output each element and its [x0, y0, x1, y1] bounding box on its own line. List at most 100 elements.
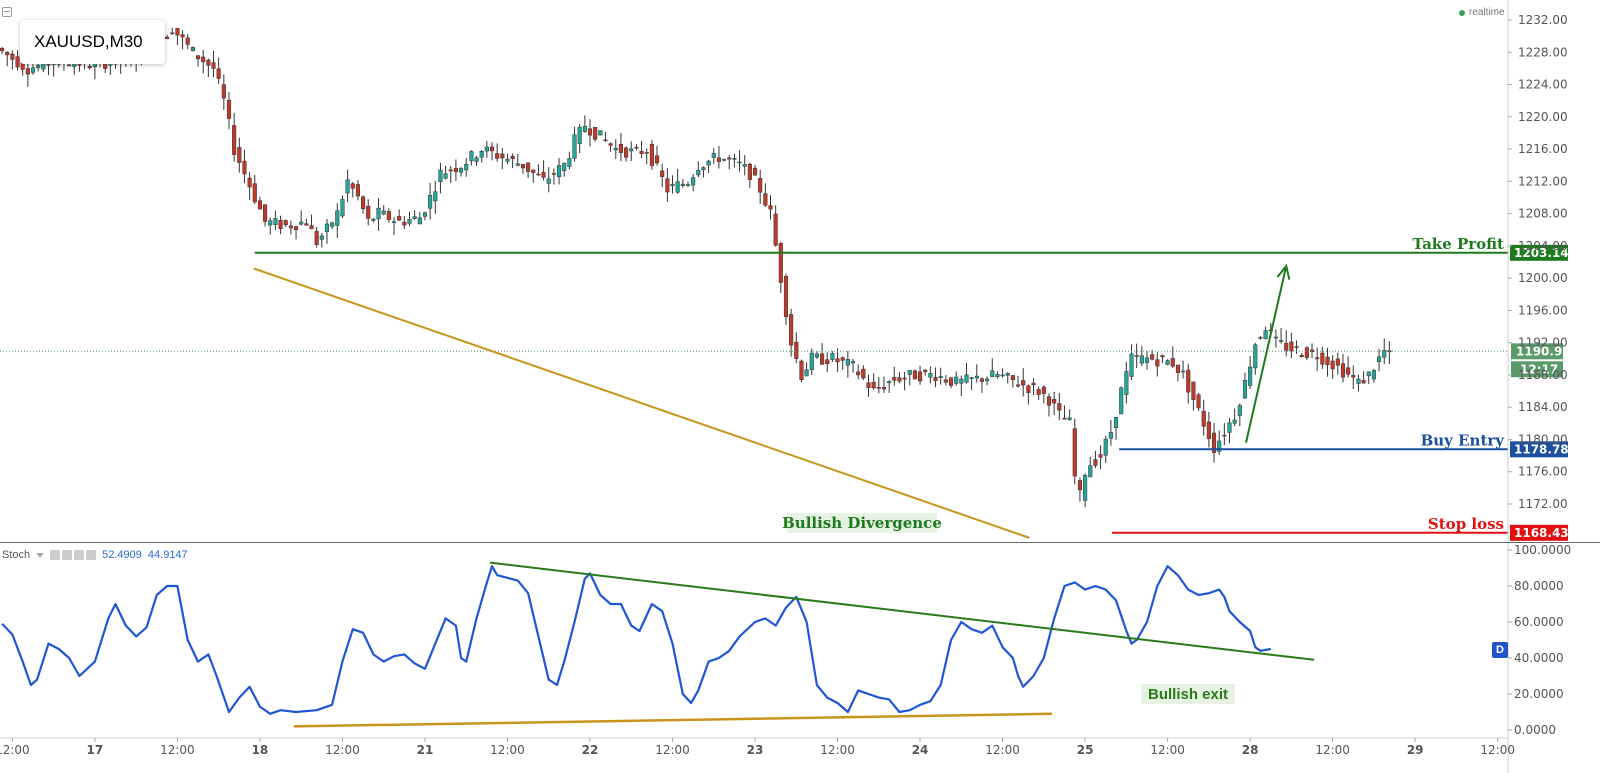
stoch-name: Stoch	[2, 549, 31, 561]
candle-body	[783, 276, 789, 318]
realtime-text: realtime	[1469, 7, 1505, 18]
price-tick-label: 1200.00	[1518, 271, 1568, 285]
candle-body	[500, 153, 505, 159]
candle-body	[324, 223, 330, 232]
candle-body	[742, 164, 747, 167]
candle-body	[856, 371, 861, 376]
price-tick-label: 1224.00	[1518, 78, 1568, 92]
candle-body	[474, 157, 479, 162]
eye-icon[interactable]	[50, 550, 61, 560]
price-tick-label: 1176.00	[1518, 465, 1568, 479]
settings-icon[interactable]	[62, 550, 73, 560]
candle-body	[928, 373, 933, 378]
realtime-dot-icon	[1459, 9, 1465, 16]
candle-body	[531, 169, 536, 173]
candle-body	[391, 221, 397, 223]
candle-body	[67, 64, 72, 67]
candle-body	[221, 84, 226, 99]
time-tick-label: 24	[912, 743, 929, 757]
bullish-divergence-label: Bullish Divergence	[782, 514, 942, 532]
candle-body	[551, 173, 556, 175]
plus-icon[interactable]	[74, 550, 85, 560]
price-tick-label: 1196.00	[1518, 303, 1568, 317]
candle-body	[319, 235, 324, 240]
price-tick-label: 1232.00	[1518, 13, 1568, 27]
candle-body	[201, 56, 206, 63]
candle-body	[711, 153, 716, 158]
candle-body	[283, 220, 288, 226]
countdown-text: 12:17	[1520, 362, 1558, 376]
candle-body	[1181, 370, 1186, 373]
indicator-buttons	[50, 550, 97, 560]
candle-body	[1026, 385, 1031, 393]
price-tick-label: 1172.00	[1518, 497, 1568, 511]
candle-body	[758, 178, 763, 193]
candle-body	[381, 210, 386, 215]
candle-body	[835, 358, 840, 363]
candle-body	[624, 147, 629, 158]
candle-body	[10, 53, 15, 60]
candle-body	[335, 210, 340, 226]
time-tick-label: 25	[1077, 743, 1094, 757]
candle-body	[572, 134, 577, 159]
stoch-tick-label: 100.0000	[1514, 543, 1571, 557]
candle-body	[861, 368, 866, 379]
candle-body	[1165, 360, 1170, 365]
candle-body	[1351, 375, 1356, 378]
candle-body	[582, 125, 587, 132]
candle-body	[268, 220, 273, 226]
stoch-k-value: 52.4909	[102, 549, 142, 561]
candle-body	[1325, 356, 1330, 366]
candle-body	[1253, 344, 1258, 369]
candle-body	[257, 200, 262, 210]
candle-body	[701, 167, 706, 171]
candle-body	[170, 32, 175, 35]
candle-body	[954, 376, 959, 384]
close-icon[interactable]	[86, 550, 97, 560]
countdown-badge	[1511, 361, 1563, 378]
candle-body	[190, 47, 195, 51]
candle-body	[1000, 374, 1005, 377]
candle-body	[247, 177, 252, 188]
candle-body	[778, 243, 783, 283]
price-tick-label: 1212.00	[1518, 174, 1568, 188]
candle-body	[361, 196, 366, 209]
candle-body	[1382, 350, 1387, 358]
candle-body	[1108, 432, 1113, 439]
candle-body	[1371, 370, 1376, 380]
candle-body	[876, 387, 881, 389]
candle-body	[1088, 465, 1093, 478]
candle-body	[969, 377, 974, 379]
candle-body	[1057, 403, 1062, 411]
candle-body	[866, 382, 871, 388]
candle-body	[1191, 381, 1196, 400]
candle-body	[1258, 337, 1263, 339]
candle-body	[1340, 363, 1346, 378]
candle-body	[1119, 387, 1124, 415]
time-tick-label: 22	[582, 743, 599, 757]
candle-body	[304, 223, 309, 226]
candle-body	[211, 62, 216, 69]
stoch-plot: Bullish exit	[1, 561, 1315, 728]
candle-body	[526, 162, 531, 172]
candle-body	[278, 219, 283, 230]
candle-body	[515, 163, 520, 166]
candle-body	[938, 376, 943, 378]
candle-body	[376, 207, 381, 220]
buy-entry-value: 1178.78	[1514, 442, 1569, 456]
stoch-tick-label: 80.0000	[1514, 579, 1564, 593]
candle-body	[386, 211, 391, 220]
stoch-lower-trendline	[293, 712, 1053, 728]
d-badge[interactable]: D	[1492, 642, 1508, 658]
candle-body	[216, 68, 221, 79]
stoch-series-line	[1, 565, 1271, 715]
candle-body	[918, 371, 923, 382]
candle-body	[263, 204, 268, 222]
caret-down-icon[interactable]	[36, 552, 45, 558]
collapse-icon[interactable]	[2, 7, 12, 17]
candle-body	[1046, 396, 1052, 406]
candle-body	[314, 231, 319, 245]
candle-body	[185, 37, 190, 45]
candle-body	[1067, 417, 1072, 420]
